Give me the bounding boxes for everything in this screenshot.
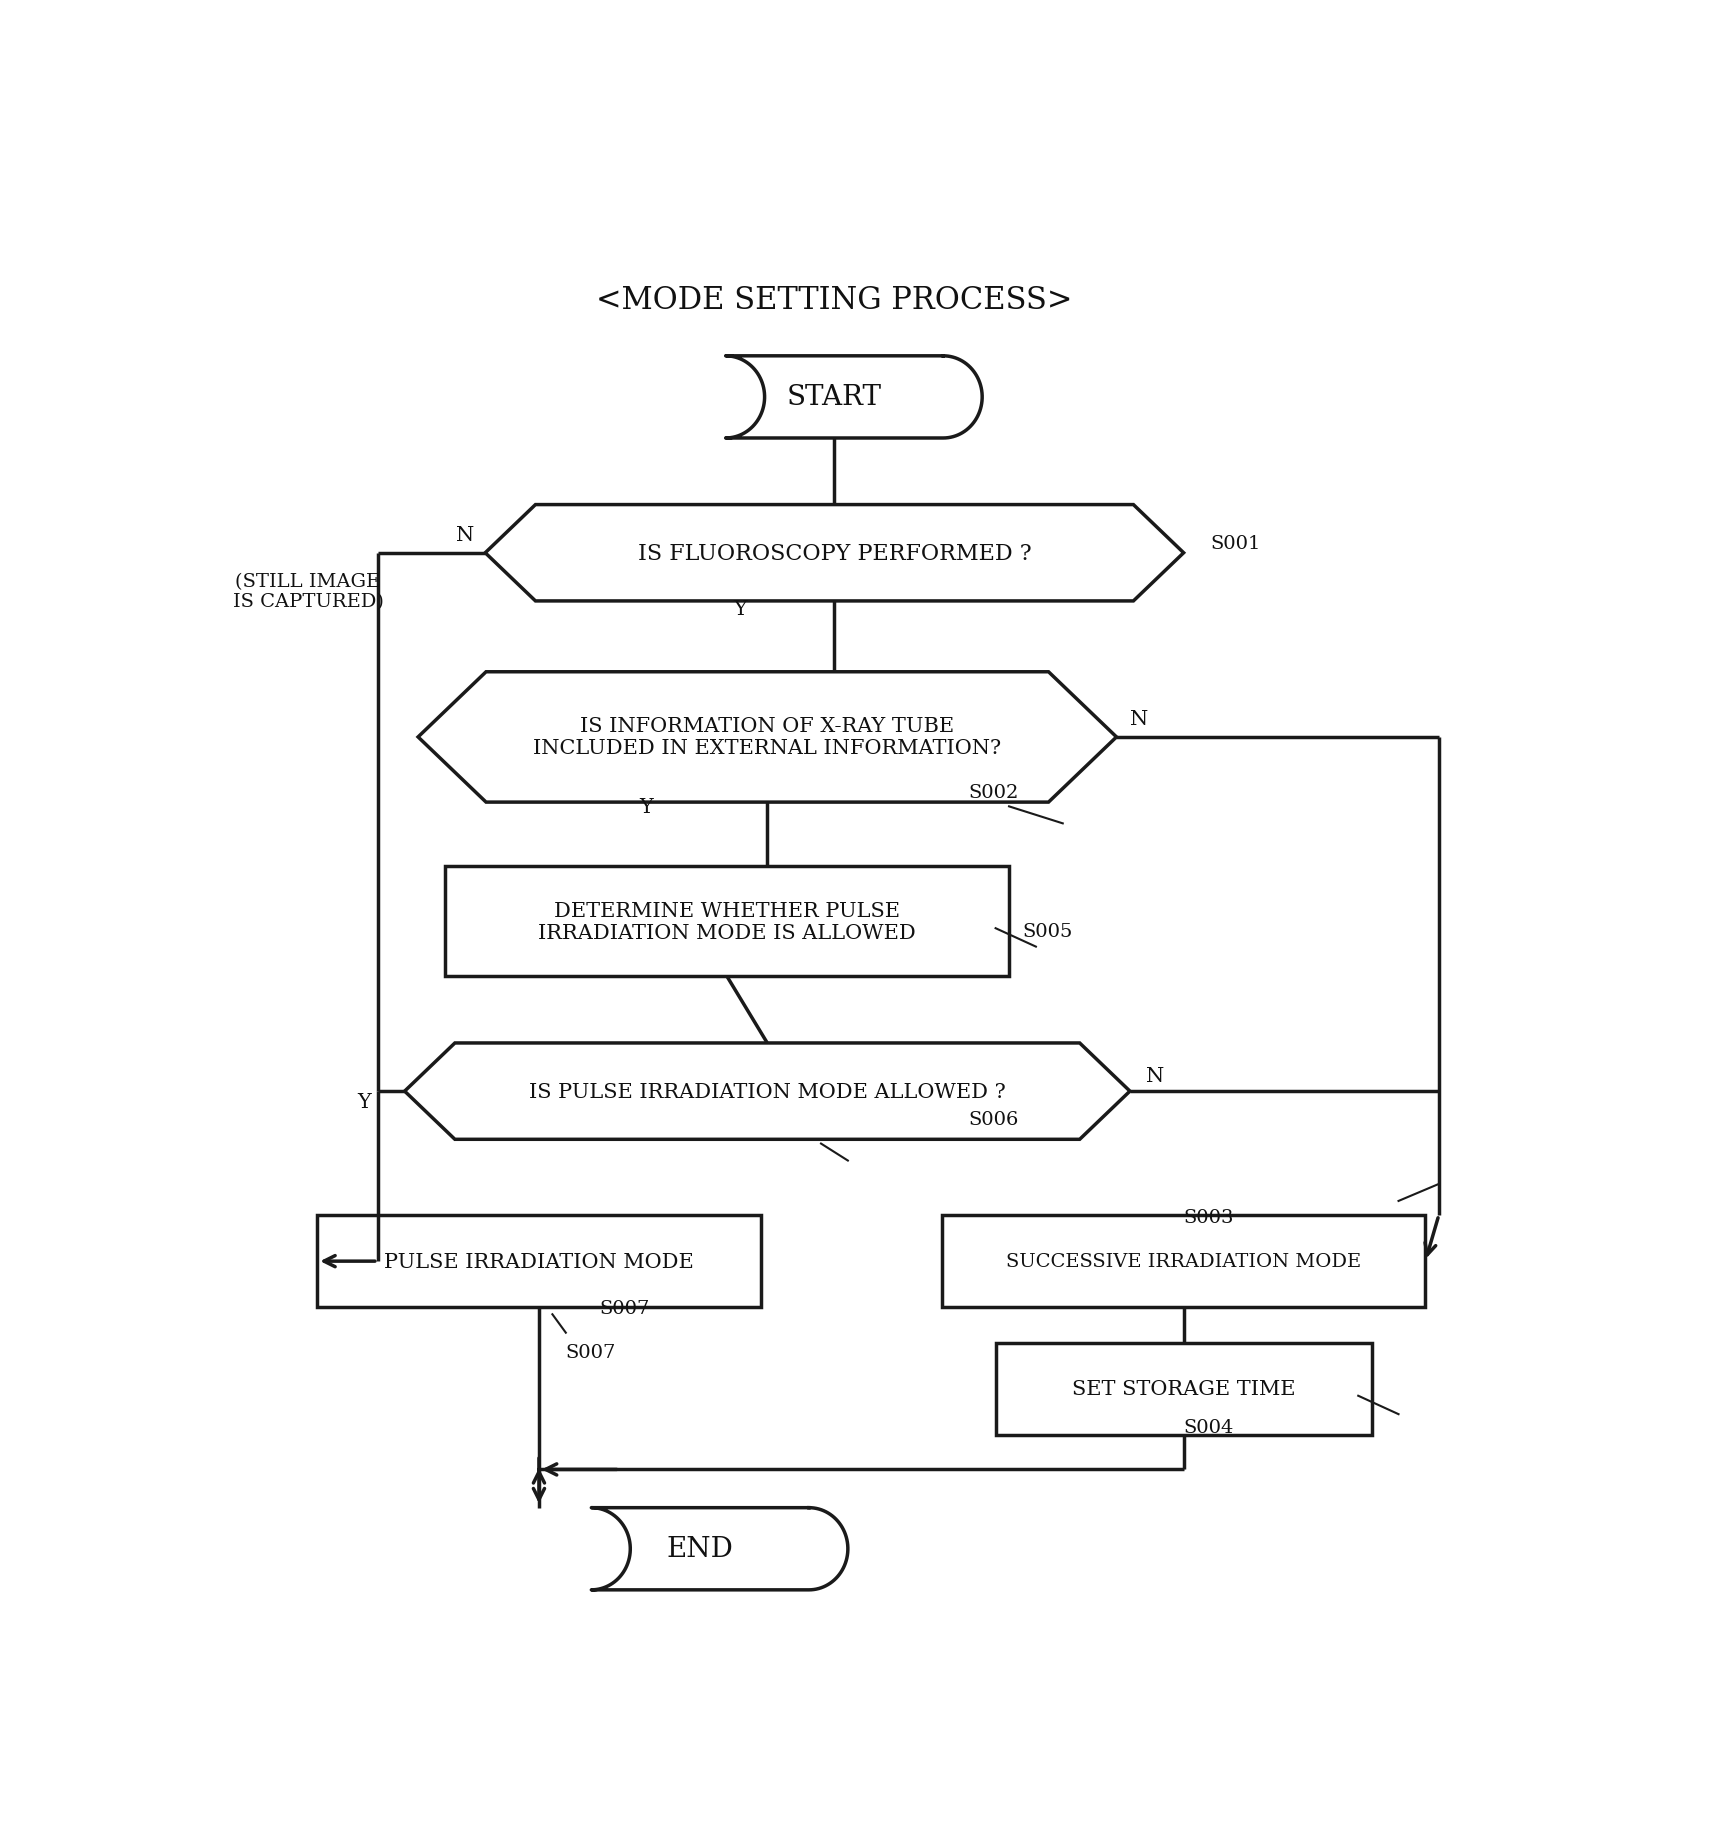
Text: Y: Y (733, 600, 746, 618)
Bar (445, 866, 1008, 977)
Text: (STILL IMAGE
IS CAPTURED): (STILL IMAGE IS CAPTURED) (232, 572, 383, 611)
Text: SET STORAGE TIME: SET STORAGE TIME (1072, 1379, 1294, 1398)
Text: S002: S002 (968, 783, 1018, 802)
Text: S001: S001 (1209, 535, 1261, 552)
Text: N: N (1129, 710, 1148, 728)
Text: <MODE SETTING PROCESS>: <MODE SETTING PROCESS> (596, 285, 1072, 314)
Polygon shape (417, 673, 1115, 802)
Text: START: START (786, 384, 882, 412)
Polygon shape (404, 1043, 1129, 1140)
Bar (317, 1216, 760, 1308)
Text: S003: S003 (1183, 1208, 1233, 1227)
Text: Y: Y (357, 1092, 371, 1111)
Text: Y: Y (639, 798, 653, 817)
Text: SUCCESSIVE IRRADIATION MODE: SUCCESSIVE IRRADIATION MODE (1006, 1252, 1360, 1271)
Text: IS FLUOROSCOPY PERFORMED ?: IS FLUOROSCOPY PERFORMED ? (637, 543, 1031, 565)
Text: IS INFORMATION OF X-RAY TUBE
INCLUDED IN EXTERNAL INFORMATION?: IS INFORMATION OF X-RAY TUBE INCLUDED IN… (533, 717, 1001, 758)
Text: IS PULSE IRRADIATION MODE ALLOWED ?: IS PULSE IRRADIATION MODE ALLOWED ? (528, 1081, 1005, 1102)
Text: S004: S004 (1183, 1418, 1233, 1436)
Text: END: END (667, 1536, 733, 1563)
Text: DETERMINE WHETHER PULSE
IRRADIATION MODE IS ALLOWED: DETERMINE WHETHER PULSE IRRADIATION MODE… (539, 901, 914, 942)
Polygon shape (485, 506, 1183, 601)
Text: S005: S005 (1022, 923, 1072, 940)
Text: S007: S007 (565, 1342, 617, 1361)
Text: S006: S006 (968, 1111, 1018, 1129)
Bar (942, 1216, 1424, 1308)
Text: S007: S007 (599, 1298, 650, 1317)
Bar (994, 1342, 1372, 1434)
Text: PULSE IRRADIATION MODE: PULSE IRRADIATION MODE (385, 1252, 693, 1271)
Text: N: N (456, 526, 475, 544)
Text: N: N (1145, 1067, 1164, 1085)
